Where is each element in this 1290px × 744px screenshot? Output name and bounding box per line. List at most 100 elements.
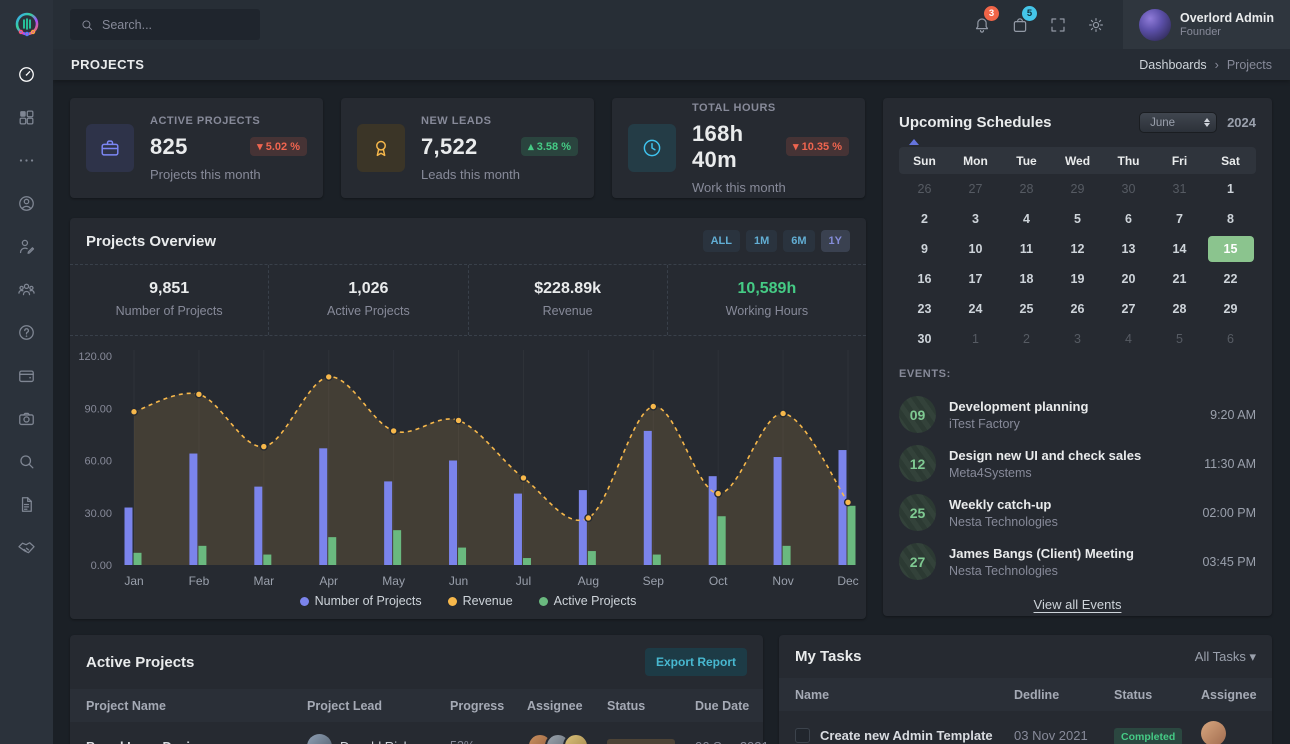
calendar-day[interactable]: 28 [1154,302,1205,316]
calendar-day[interactable]: 5 [1052,212,1103,226]
calendar-day[interactable]: 22 [1205,272,1256,286]
sidebar-item-account[interactable] [7,184,47,227]
range-tab-6m[interactable]: 6M [783,230,814,252]
sidebar-item-document[interactable] [7,485,47,528]
user-menu[interactable]: Overlord Admin Founder [1123,0,1290,49]
sidebar-item-team[interactable] [7,270,47,313]
event-title: Weekly catch-up [949,497,1189,512]
calendar-day[interactable]: 1 [950,332,1001,346]
calendar-day[interactable]: 6 [1205,332,1256,346]
calendar-day[interactable]: 28 [1001,182,1052,196]
calendar-day[interactable]: 27 [950,182,1001,196]
calendar-day[interactable]: 26 [899,182,950,196]
calendar-day[interactable]: 20 [1103,272,1154,286]
notifications-button[interactable]: 3 [963,0,1001,49]
sidebar-item-ellipsis[interactable] [7,141,47,184]
column-header-status: Status [1114,688,1201,702]
calendar-day[interactable]: 30 [899,332,950,346]
search-box[interactable] [70,9,260,40]
task-checkbox[interactable] [795,728,810,743]
sidebar-item-camera[interactable] [7,399,47,442]
calendar-day[interactable]: 9 [899,242,950,256]
svg-text:May: May [382,574,405,588]
calendar-day[interactable]: 6 [1103,212,1154,226]
overview-stat-label: Active Projects [269,304,467,318]
sidebar-item-help[interactable] [7,313,47,356]
tasks-filter-dropdown[interactable]: All Tasks ▾ [1195,649,1256,665]
calendar-day[interactable]: 8 [1205,212,1256,226]
task-assignee-avatar[interactable] [1201,721,1226,744]
sidebar-item-apps[interactable] [7,98,47,141]
assignee-avatar[interactable] [563,733,589,744]
legend-item[interactable]: Number of Projects [300,594,422,608]
calendar-day[interactable]: 7 [1154,212,1205,226]
calendar-day[interactable]: 11 [1001,242,1052,256]
calendar-day[interactable]: 29 [1052,182,1103,196]
calendar-day[interactable]: 3 [950,212,1001,226]
svg-text:Aug: Aug [578,574,599,588]
project-row[interactable]: Brand Logo Design Donald Risher 53% Inpr… [70,722,763,744]
calendar-day[interactable]: 18 [1001,272,1052,286]
calendar-day[interactable]: 1 [1205,182,1256,196]
search-icon [17,452,36,476]
status-badge: Inprogress [607,739,675,744]
calendar-day[interactable]: 12 [1052,242,1103,256]
calendar-day[interactable]: 2 [1001,332,1052,346]
range-tab-1y[interactable]: 1Y [821,230,850,252]
task-deadline: 03 Nov 2021 [1014,728,1114,743]
calendar-day[interactable]: 14 [1154,242,1205,256]
legend-item[interactable]: Revenue [448,594,513,608]
calendar-day-selected[interactable]: 15 [1208,236,1254,262]
calendar-day[interactable]: 29 [1205,302,1256,316]
sidebar-item-wallet[interactable] [7,356,47,399]
month-select[interactable]: June [1139,112,1217,133]
calendar-day[interactable]: 26 [1052,302,1103,316]
calendar-day[interactable]: 21 [1154,272,1205,286]
scroll-up-indicator-icon[interactable] [909,139,919,145]
overview-stat-value: 9,851 [70,280,268,298]
app-logo-icon[interactable] [0,0,53,49]
calendar-day[interactable]: 3 [1052,332,1103,346]
legend-item[interactable]: Active Projects [539,594,637,608]
calendar-day[interactable]: 10 [950,242,1001,256]
calendar-day[interactable]: 16 [899,272,950,286]
view-all-events-link[interactable]: View all Events [1034,597,1122,612]
calendar-day[interactable]: 25 [1001,302,1052,316]
calendar-day[interactable]: 30 [1103,182,1154,196]
range-tab-1m[interactable]: 1M [746,230,777,252]
calendar-day[interactable]: 31 [1154,182,1205,196]
column-header-dedline: Dedline [1014,688,1114,702]
breadcrumb-parent[interactable]: Dashboards [1139,58,1206,72]
calendar-day[interactable]: 4 [1001,212,1052,226]
task-row[interactable]: Create new Admin Template 03 Nov 2021 Co… [779,711,1272,744]
sidebar-item-dashboard[interactable] [7,55,47,98]
event-item[interactable]: 12 Design new UI and check sales Meta4Sy… [883,439,1272,488]
calendar-day[interactable]: 24 [950,302,1001,316]
sidebar-item-handshake[interactable] [7,528,47,571]
sidebar-item-user-edit[interactable] [7,227,47,270]
calendar-day[interactable]: 19 [1052,272,1103,286]
event-item[interactable]: 25 Weekly catch-up Nesta Technologies 02… [883,488,1272,537]
calendar-day[interactable]: 27 [1103,302,1154,316]
cart-button[interactable]: 5 [1001,0,1039,49]
event-time: 02:00 PM [1202,506,1256,520]
export-report-button[interactable]: Export Report [645,648,747,676]
calendar-day[interactable]: 4 [1103,332,1154,346]
stat-card-active-projects: ACTIVE PROJECTS 825 ▾ 5.02 % Projects th… [70,98,323,198]
range-tab-all[interactable]: ALL [703,230,740,252]
search-input[interactable] [102,18,250,32]
calendar-day[interactable]: 23 [899,302,950,316]
calendar-day[interactable]: 2 [899,212,950,226]
calendar-day[interactable]: 17 [950,272,1001,286]
briefcase-icon [86,124,134,172]
svg-text:Feb: Feb [189,574,210,588]
event-item[interactable]: 09 Development planning iTest Factory 9:… [883,390,1272,439]
event-item[interactable]: 27 James Bangs (Client) Meeting Nesta Te… [883,537,1272,586]
svg-text:Jan: Jan [124,574,143,588]
calendar-day[interactable]: 5 [1154,332,1205,346]
calendar-day[interactable]: 13 [1103,242,1154,256]
fullscreen-button[interactable] [1039,0,1077,49]
theme-toggle-button[interactable] [1077,0,1115,49]
sidebar-item-search[interactable] [7,442,47,485]
day-header-thu: Thu [1103,154,1154,168]
